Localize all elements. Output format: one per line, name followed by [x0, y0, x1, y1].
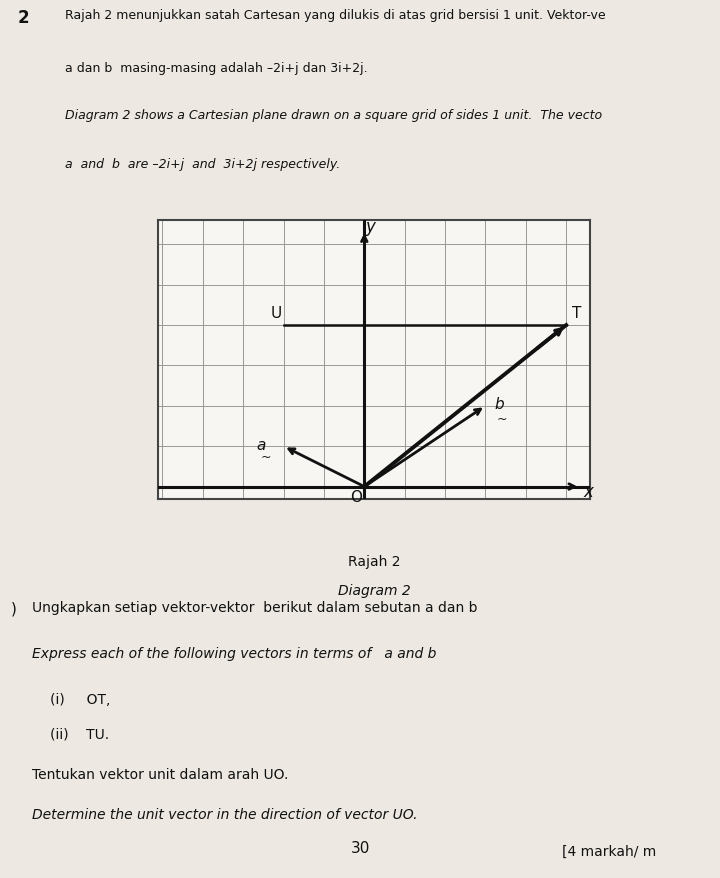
Text: Ungkapkan setiap vektor-vektor  berikut dalam sebutan a dan b: Ungkapkan setiap vektor-vektor berikut d… [32, 601, 478, 615]
Text: ~: ~ [260, 450, 271, 464]
Text: Determine the unit vector in the direction of vector UO.: Determine the unit vector in the directi… [32, 807, 418, 821]
Text: a dan b  masing-masing adalah –2i+j dan 3i+2j.: a dan b masing-masing adalah –2i+j dan 3… [65, 61, 367, 75]
Text: b: b [495, 397, 505, 412]
Text: Diagram 2 shows a Cartesian plane drawn on a square grid of sides 1 unit.  The v: Diagram 2 shows a Cartesian plane drawn … [65, 109, 602, 122]
Text: a  and  b  are –2i+j  and  3i+2j respectively.: a and b are –2i+j and 3i+2j respectively… [65, 158, 340, 171]
Text: (ii)    TU.: (ii) TU. [50, 727, 109, 740]
Text: a: a [256, 437, 266, 452]
Text: Rajah 2 menunjukkan satah Cartesan yang dilukis di atas grid bersisi 1 unit. Vek: Rajah 2 menunjukkan satah Cartesan yang … [65, 9, 606, 22]
Text: T: T [572, 306, 582, 320]
Text: Tentukan vektor unit dalam arah UO.: Tentukan vektor unit dalam arah UO. [32, 766, 289, 781]
Text: Express each of the following vectors in terms of   a and b: Express each of the following vectors in… [32, 646, 437, 660]
Text: x: x [583, 482, 593, 500]
Text: y: y [366, 218, 375, 236]
Text: ~: ~ [496, 412, 507, 425]
Text: U: U [270, 306, 282, 320]
Text: 30: 30 [351, 840, 369, 855]
Text: [4 markah/ m: [4 markah/ m [562, 845, 656, 859]
Text: ): ) [11, 601, 17, 615]
Text: Diagram 2: Diagram 2 [338, 583, 411, 597]
Text: Rajah 2: Rajah 2 [348, 554, 400, 568]
Text: 2: 2 [18, 9, 30, 26]
Text: O: O [350, 490, 362, 505]
Text: (i)     OT,: (i) OT, [50, 692, 111, 706]
